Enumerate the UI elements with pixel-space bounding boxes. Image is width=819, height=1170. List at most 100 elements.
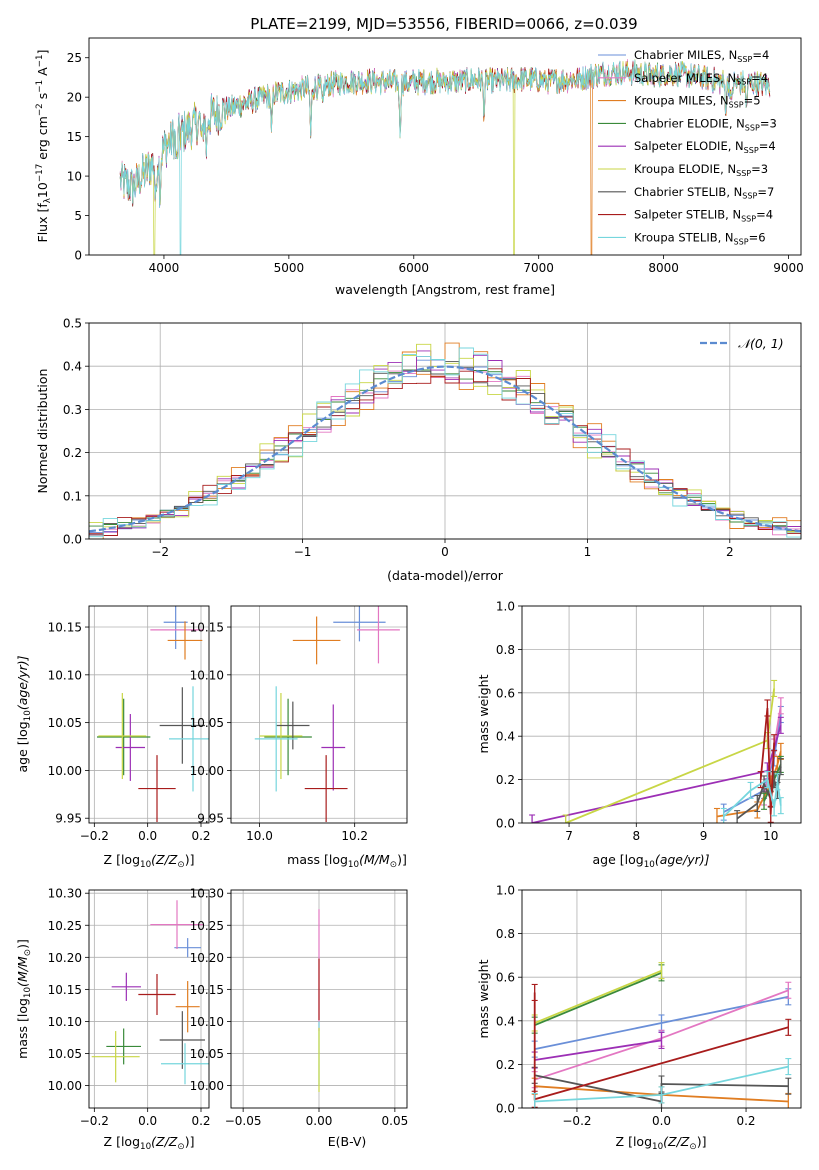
x-tick-label: 9000	[773, 261, 804, 275]
label-part: 10	[23, 987, 33, 998]
label-part: s	[35, 93, 50, 104]
label-part: 10	[140, 860, 151, 870]
label-part: SSP	[745, 123, 760, 132]
label-part: Chabrier MILES, N	[634, 48, 737, 62]
y-axis-label: mass weight	[476, 959, 491, 1038]
label-part: =7	[757, 185, 774, 199]
spectrum-line-8	[119, 59, 771, 255]
label-part: Z [log	[104, 1134, 140, 1149]
label-part: (age/yr)]	[655, 852, 710, 867]
x-tick-label: 0.0	[138, 1114, 157, 1128]
label-part: (M/M	[15, 956, 30, 987]
label-part: Salpeter ELODIE, N	[634, 139, 744, 153]
y-tick-label: 0.1	[63, 489, 82, 503]
y-tick-label: 0.0	[496, 1102, 515, 1116]
y-tick-label: 0.2	[63, 446, 82, 460]
label-part: (Z/Z	[663, 1134, 690, 1149]
y-tick-label: 10.05	[48, 716, 82, 730]
label-part: ⊙	[689, 1142, 696, 1152]
label-part: SSP	[741, 214, 756, 223]
x-axis-label: (data-model)/error	[387, 568, 504, 583]
label-part: =6	[749, 230, 766, 244]
label-part: A	[35, 67, 50, 80]
legend-label-4: Salpeter ELODIE, NSSP=4	[634, 139, 776, 155]
label-part: SSP	[736, 78, 751, 87]
x-tick-label: 10	[763, 829, 778, 843]
legend-label: 𝒩(0, 1)	[738, 336, 784, 351]
label-part: (M/M	[359, 852, 390, 867]
label-part: SSP	[742, 192, 757, 201]
y-tick-label: 0	[74, 249, 82, 263]
label-part: SSP	[729, 100, 744, 109]
x-tick-label: 8000	[648, 261, 679, 275]
y-tick-label: 0.0	[496, 817, 515, 831]
label-part: 10	[652, 1142, 663, 1152]
legend-label-2: Kroupa MILES, NSSP=5	[634, 94, 761, 110]
x-tick-label: 0.00	[306, 1114, 333, 1128]
label-part: =3	[751, 162, 768, 176]
y-tick-label: 10.00	[190, 1079, 224, 1093]
grid	[231, 606, 407, 823]
normal-curve	[89, 365, 801, 533]
y-tick-label: 10.25	[48, 919, 82, 933]
legend-label-3: Chabrier ELODIE, NSSP=3	[634, 116, 777, 132]
histogram-7	[89, 368, 801, 536]
legend-label-7: Salpeter STELIB, NSSP=4	[634, 208, 773, 224]
x-tick-label: 0.0	[652, 1114, 671, 1128]
label-part: ⊙	[177, 860, 184, 870]
x-tick-label: 9	[700, 829, 708, 843]
label-part: age [log	[592, 852, 643, 867]
label-part: SSP	[734, 237, 749, 246]
y-tick-label: 10.00	[48, 1079, 82, 1093]
label-part: )]	[697, 1134, 707, 1149]
y-tick-label: 0.6	[496, 971, 515, 985]
x-tick-label: 7000	[523, 261, 554, 275]
axes-frame	[88, 605, 210, 824]
y-axis-label: Flux [fλ10−17 erg cm−2 s−1 A−1]	[35, 50, 53, 243]
legend: 𝒩(0, 1)	[700, 336, 784, 351]
label-part: (Z/Z	[151, 852, 178, 867]
y-tick-label: 10.00	[190, 764, 224, 778]
histogram-8	[89, 347, 801, 538]
axes-mass_vs_Z: −0.2 0.0 0.2 10.00 10.05 10.10 10.15 10.20 10.25…	[15, 887, 211, 1152]
y-tick-label: 10.20	[48, 951, 82, 965]
x-axis-label: age [log10(age/yr)]	[592, 852, 709, 870]
x-axis-label: Z [log10(Z/Z⊙)]	[616, 1134, 707, 1152]
legend-label-8: Kroupa STELIB, NSSP=6	[634, 230, 766, 246]
label-part: 10	[35, 182, 50, 198]
label-part: Chabrier STELIB, N	[634, 185, 742, 199]
x-axis-label: E(B-V)	[328, 1134, 367, 1149]
axes-residuals: −2 −1 0 1 2 0.0 0.1 0.2 0.3 0.4 0.5 (data-model)/er…	[35, 317, 802, 583]
y-tick-label: 0.2	[496, 773, 515, 787]
label-part: 10	[348, 860, 359, 870]
y-tick-label: 0.3	[63, 403, 82, 417]
label-part: mass [log	[287, 852, 348, 867]
y-tick-label: 10.20	[190, 951, 224, 965]
x-tick-label: 6000	[398, 261, 429, 275]
axis: −2 −1 0 1 2 0.0 0.1 0.2 0.3 0.4 0.5 (data-model)/er…	[35, 317, 802, 583]
weight-line-4	[534, 1039, 662, 1061]
x-tick-label: 0.2	[191, 1114, 210, 1128]
y-tick-label: 10.05	[190, 1047, 224, 1061]
y-tick-label: 5	[74, 209, 82, 223]
legend-label-6: Chabrier STELIB, NSSP=7	[634, 185, 774, 201]
y-tick-label: 0.4	[496, 730, 515, 744]
y-tick-label: 10.15	[190, 621, 224, 635]
axes-mass_weight_vs_Z: −0.2 0.0 0.2 0.0 0.2 0.4 0.6 0.8 1.0 Z [log10(Z/Z…	[476, 884, 802, 1152]
label-part: )]	[15, 939, 30, 949]
label-part: SSP	[736, 169, 751, 178]
label-part: ⊙	[177, 1142, 184, 1152]
label-part: Flux [f	[35, 203, 50, 243]
y-tick-label: 0.8	[496, 643, 515, 657]
label-part: Salpeter MILES, N	[634, 71, 736, 85]
x-tick-label: −0.2	[80, 829, 109, 843]
y-tick-label: 10.10	[48, 668, 82, 682]
y-tick-label: 10.10	[48, 1015, 82, 1029]
y-tick-label: 10.10	[190, 668, 224, 682]
y-tick-label: 0.0	[63, 533, 82, 547]
grid	[89, 890, 209, 1108]
plot-area	[254, 606, 400, 823]
axes-frame	[88, 37, 802, 256]
figure-title: PLATE=2199, MJD=53556, FIBERID=0066, z=0…	[250, 15, 637, 33]
